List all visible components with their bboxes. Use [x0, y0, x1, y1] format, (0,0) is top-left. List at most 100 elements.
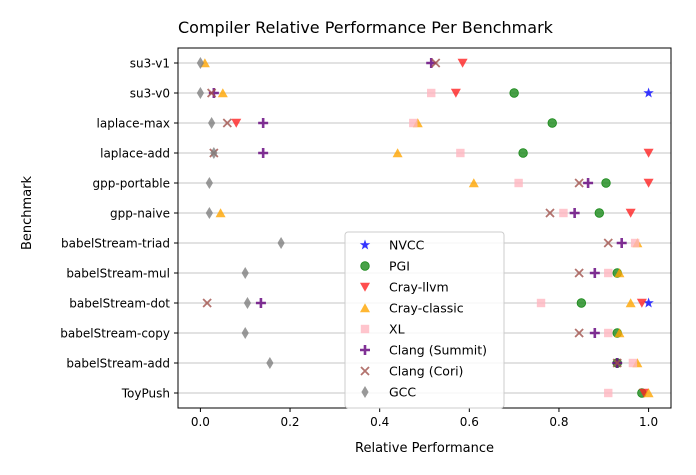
data-point-xl	[559, 208, 568, 218]
legend-label: PGI	[389, 259, 410, 274]
data-point-clang-cori	[603, 238, 613, 248]
data-point-pgi	[509, 88, 519, 98]
data-point-clang-cori	[574, 178, 584, 188]
data-point-xl	[628, 358, 638, 368]
x-axis-label: Relative Performance	[355, 441, 494, 456]
y-tick-label: laplace-add	[100, 147, 170, 161]
data-point-cray-classic	[614, 328, 625, 338]
data-point-clang-summit	[583, 178, 594, 188]
data-point-xl	[514, 178, 523, 188]
data-point-pgi	[518, 148, 528, 158]
data-point-clang-cori	[222, 118, 232, 128]
data-point-clang-summit	[589, 268, 600, 278]
y-tick-label: babelStream-triad	[61, 237, 170, 251]
legend-marker-gcc	[361, 386, 369, 398]
data-point-cray-llvm	[457, 58, 468, 68]
y-axis-ticks: su3-v1 su3-v0 laplace-max laplace-add gpp-po…	[60, 57, 178, 401]
data-point-cray-classic	[217, 88, 228, 98]
data-point-cray-llvm	[643, 178, 654, 188]
legend: NVCC PGI Cray-llvm Cray-classic XL Clang (Sum…	[344, 231, 505, 409]
data-points	[196, 57, 654, 398]
data-point-gcc	[241, 327, 249, 339]
data-point-nvcc	[643, 297, 654, 308]
y-tick-label: babelStream-dot	[69, 297, 170, 311]
data-point-pgi	[594, 208, 604, 218]
legend-marker-clang-summit	[360, 345, 370, 355]
data-point-cray-classic	[643, 388, 654, 398]
legend-label: Cray-classic	[389, 301, 464, 316]
data-point-cray-llvm	[231, 118, 242, 128]
legend-marker-xl	[360, 324, 370, 334]
data-point-gcc	[277, 237, 285, 249]
legend-label: Clang (Summit)	[389, 343, 487, 358]
data-point-nvcc	[643, 87, 654, 98]
data-point-pgi	[601, 178, 611, 188]
x-tick-label: 0.0	[191, 415, 210, 429]
data-point-clang-cori	[612, 358, 622, 368]
data-point-cray-llvm	[643, 148, 654, 158]
legend-label: Clang (Cori)	[389, 364, 463, 379]
y-tick-label: laplace-max	[97, 117, 170, 131]
legend-marker-nvcc	[359, 239, 371, 250]
data-point-clang-summit	[255, 298, 266, 308]
data-point-clang-cori	[431, 58, 441, 68]
legend-marker-cray-classic	[360, 303, 370, 313]
x-tick-label: 1.0	[639, 415, 658, 429]
data-point-pgi	[547, 118, 557, 128]
legend-label: NVCC	[389, 238, 425, 253]
data-point-clang-cori	[574, 268, 584, 278]
data-point-xl	[604, 388, 613, 398]
y-tick-label: gpp-portable	[93, 177, 170, 191]
data-point-xl	[409, 118, 418, 128]
data-point-xl	[604, 328, 613, 338]
data-point-gcc	[243, 297, 252, 309]
y-tick-label: su3-v1	[130, 57, 170, 71]
data-point-gcc	[241, 267, 249, 279]
x-axis-ticks: 0.0 0.2 0.4 0.6 0.8 1.0	[191, 408, 658, 429]
y-axis-label: Benchmark	[20, 176, 35, 251]
y-tick-label: su3-v0	[130, 87, 170, 101]
data-point-pgi	[576, 298, 587, 308]
x-tick-label: 0.4	[370, 415, 389, 429]
chart-title: Compiler Relative Performance Per Benchm…	[178, 18, 554, 37]
data-point-xl	[456, 148, 465, 158]
data-point-gcc	[210, 147, 218, 159]
data-point-gcc	[208, 117, 216, 129]
data-point-cray-llvm	[639, 388, 650, 398]
data-point-clang-summit	[569, 208, 580, 218]
data-point-cray-classic	[625, 298, 636, 308]
data-point-cray-llvm	[450, 88, 461, 98]
data-point-gcc	[205, 177, 213, 189]
y-tick-label: ToyPush	[121, 387, 170, 401]
x-tick-label: 0.2	[280, 415, 299, 429]
data-point-clang-summit	[589, 328, 600, 338]
legend-label: Cray-llvm	[389, 280, 449, 295]
data-point-cray-classic	[468, 178, 479, 188]
data-point-clang-summit	[258, 148, 269, 158]
data-point-clang-cori	[574, 328, 584, 338]
data-point-cray-llvm	[636, 298, 647, 308]
data-point-cray-llvm	[625, 208, 636, 218]
y-tick-label: gpp-naive	[110, 207, 170, 221]
legend-marker-pgi	[360, 261, 370, 271]
data-point-clang-summit	[258, 118, 269, 128]
data-point-xl	[427, 88, 436, 98]
legend-marker-clang-cori	[360, 366, 370, 376]
data-point-gcc	[196, 57, 205, 69]
legend-marker-cray-llvm	[360, 282, 370, 292]
y-tick-label: babelStream-copy	[60, 327, 170, 341]
y-tick-label: babelStream-mul	[66, 267, 170, 281]
data-point-clang-summit	[616, 238, 627, 248]
data-point-clang-cori	[206, 88, 217, 98]
x-tick-label: 0.8	[549, 415, 568, 429]
legend-label: GCC	[389, 385, 416, 400]
y-tick-label: babelStream-add	[66, 357, 170, 371]
data-point-clang-cori	[545, 208, 555, 218]
x-tick-label: 0.6	[460, 415, 479, 429]
legend-frame	[344, 231, 505, 409]
data-point-gcc	[205, 207, 213, 219]
data-point-gcc	[266, 357, 274, 369]
data-point-cray-classic	[215, 208, 226, 218]
data-point-cray-classic	[392, 148, 403, 158]
